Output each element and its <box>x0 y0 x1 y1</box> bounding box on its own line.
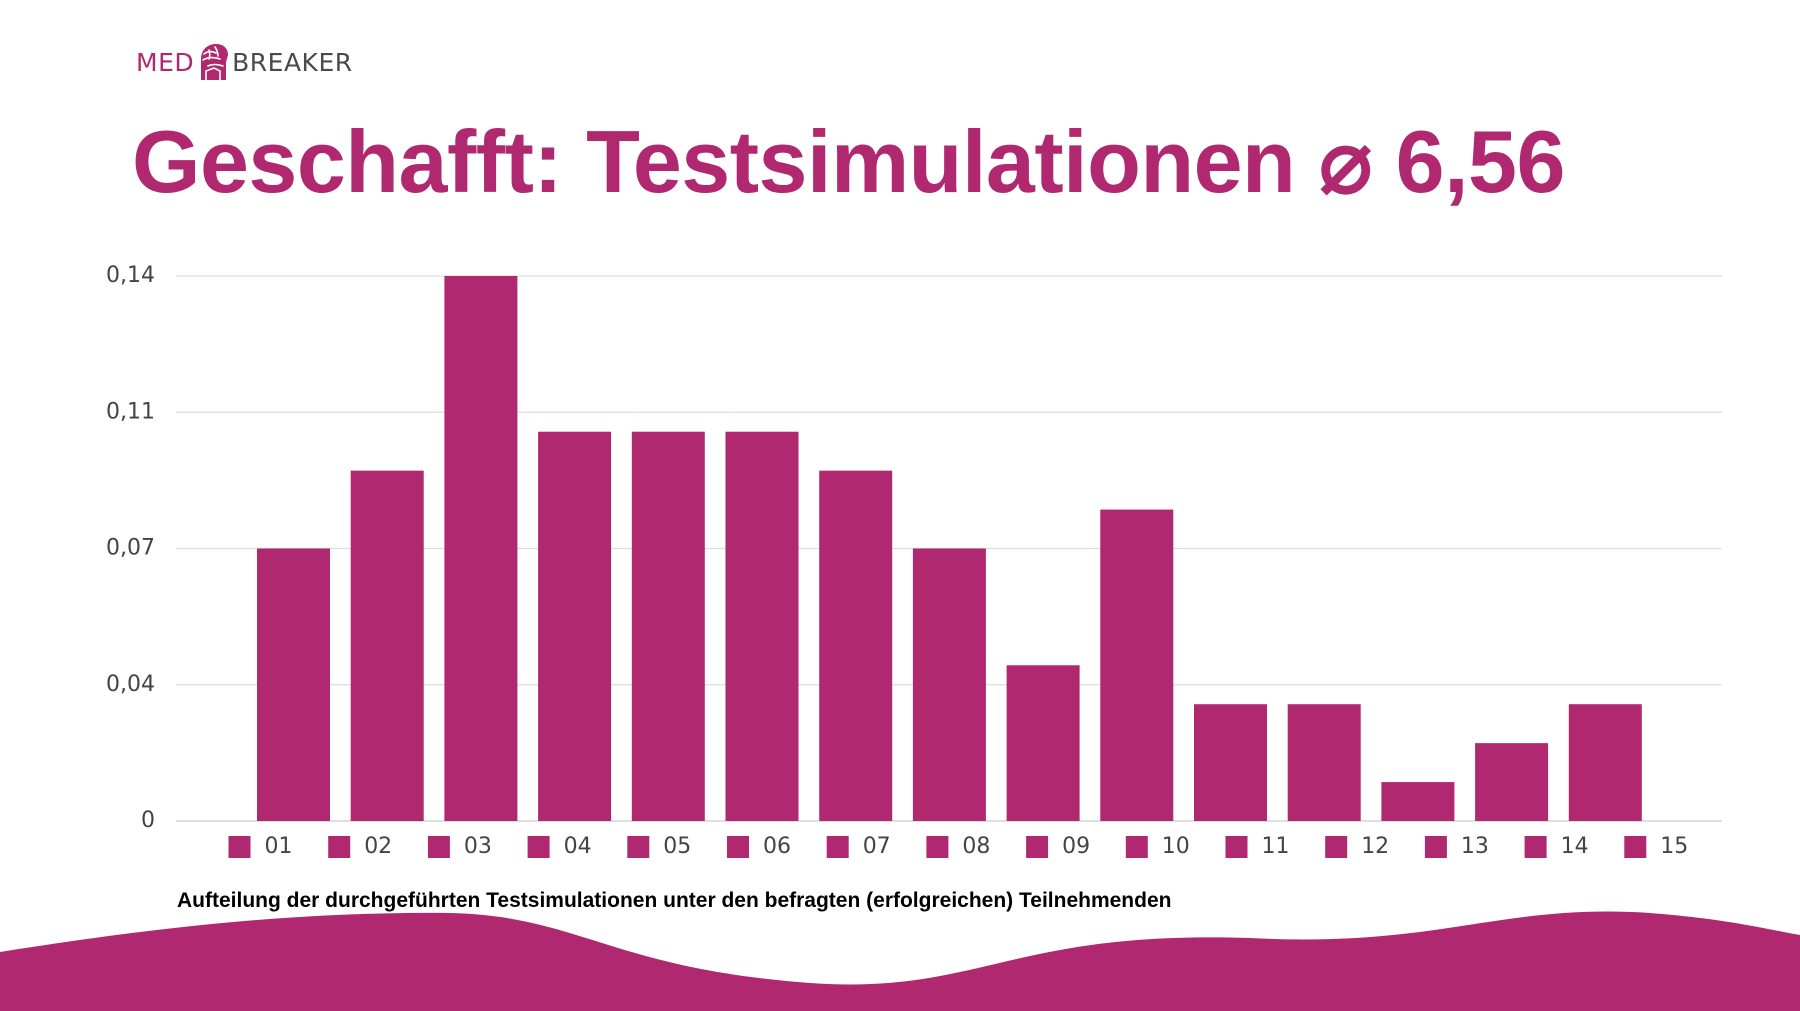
legend-label-05: 05 <box>663 834 691 859</box>
brand-logo: MED BREAKER <box>136 44 353 80</box>
legend-label-03: 03 <box>464 834 492 859</box>
legend-label-06: 06 <box>763 834 791 859</box>
legend-label-13: 13 <box>1461 834 1489 859</box>
legend-label-04: 04 <box>564 834 592 859</box>
y-tick-label: 0 <box>141 808 155 833</box>
legend-swatch <box>527 836 550 858</box>
legend-swatch <box>1624 836 1647 858</box>
decorative-wave <box>0 911 1800 1011</box>
legend-label-11: 11 <box>1262 834 1290 859</box>
legend-swatch <box>427 836 450 858</box>
legend-label-12: 12 <box>1361 834 1389 859</box>
legend-label-14: 14 <box>1561 834 1589 859</box>
bar-13 <box>1381 782 1455 821</box>
legend-label-02: 02 <box>364 834 392 859</box>
chart-caption: Aufteilung der durchgeführten Testsimula… <box>177 889 1172 912</box>
y-tick-label: 0,14 <box>106 263 155 288</box>
legend-swatch <box>727 836 749 858</box>
bar-03 <box>444 276 518 821</box>
y-tick-label: 0,11 <box>106 399 155 424</box>
bar-09 <box>1006 665 1080 821</box>
bar-06 <box>725 431 799 821</box>
bar-chart: 0 0,04 0,07 0,11 0,14 01 02 03 04 05 06 07 08 09 10 11 1… <box>106 263 1722 859</box>
y-tick-label: 0,04 <box>106 672 155 697</box>
legend-label-01: 01 <box>265 834 293 859</box>
brand-name-med: MED <box>136 47 195 77</box>
brand-name-breaker: BREAKER <box>232 47 353 77</box>
legend-swatch <box>1325 836 1348 858</box>
legend-swatch <box>228 836 251 858</box>
bar-05 <box>631 431 705 821</box>
legend-swatch <box>328 836 351 858</box>
legend-swatch <box>926 836 949 858</box>
bar-15 <box>1568 704 1642 821</box>
bar-07 <box>819 470 893 821</box>
legend-swatch <box>826 836 849 858</box>
legend-label-09: 09 <box>1062 834 1090 859</box>
bar-10 <box>1100 509 1174 821</box>
page-title: Geschafft: Testsimulationen ⌀ 6,56 <box>132 112 1565 211</box>
bar-02 <box>350 470 424 821</box>
legend-swatch <box>1125 836 1148 858</box>
legend-label-10: 10 <box>1162 834 1190 859</box>
y-tick-label: 0,07 <box>106 536 155 561</box>
legend-swatch <box>1524 836 1547 858</box>
legend-label-08: 08 <box>962 834 990 859</box>
legend-swatch <box>1026 836 1049 858</box>
bar-14 <box>1475 743 1549 821</box>
bar-01 <box>257 548 330 821</box>
brain-logo-icon <box>201 44 229 80</box>
legend-swatch <box>1424 836 1447 858</box>
bar-08 <box>912 548 986 821</box>
legend-swatch <box>1225 836 1248 858</box>
legend-label-15: 15 <box>1660 834 1688 859</box>
bar-12 <box>1287 704 1361 821</box>
legend-swatch <box>627 836 650 858</box>
bar-04 <box>538 431 612 821</box>
bar-11 <box>1194 704 1267 821</box>
legend-label-07: 07 <box>863 834 891 859</box>
